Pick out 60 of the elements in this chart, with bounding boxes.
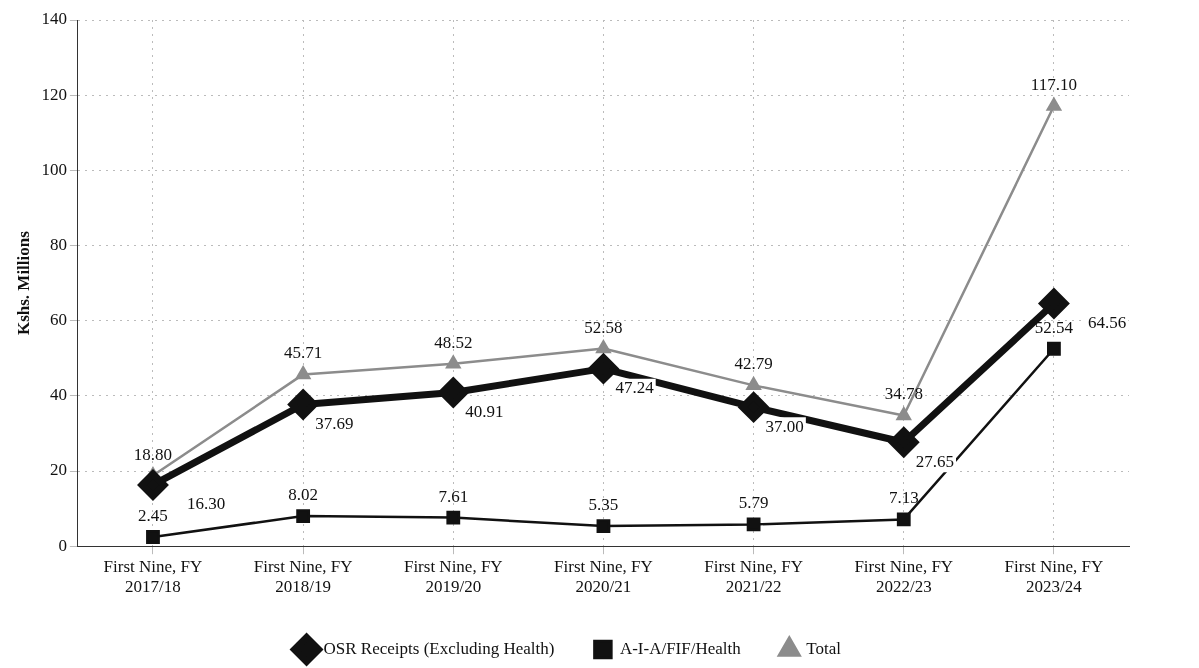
- data-label: 117.10: [1030, 75, 1077, 95]
- point: [1039, 289, 1069, 319]
- y-tick-label: 20: [49, 460, 67, 480]
- point: [596, 519, 611, 533]
- point: [588, 354, 618, 384]
- data-label: 52.58: [584, 317, 623, 337]
- data-label: 42.79: [734, 354, 773, 374]
- data-label: 40.91: [465, 401, 504, 421]
- x-tick-label: First Nine, FY 2019/20: [403, 556, 503, 597]
- data-label: 27.65: [915, 451, 955, 471]
- point: [739, 392, 769, 422]
- data-label: 37.00: [765, 416, 804, 436]
- data-label: 52.54: [1034, 317, 1074, 337]
- data-label: 64.56: [1087, 313, 1127, 333]
- point: [1046, 97, 1062, 111]
- point: [889, 427, 919, 457]
- y-tick-label: 140: [41, 9, 67, 29]
- point: [438, 377, 468, 407]
- point: [295, 366, 311, 380]
- legend-label: Total: [806, 638, 842, 658]
- point: [746, 377, 761, 391]
- data-label: 5.79: [738, 493, 769, 513]
- point: [288, 390, 318, 420]
- x-tick-label: First Nine, FY 2022/23: [854, 556, 954, 597]
- point: [146, 530, 160, 544]
- y-tick-label: 0: [58, 535, 67, 555]
- data-label: 7.61: [438, 486, 469, 506]
- x-tick-label: First Nine, FY 2017/18: [103, 556, 203, 597]
- x-tick-label: First Nine, FY 2021/22: [704, 556, 803, 597]
- x-tick-label: First Nine, FY 2018/19: [253, 556, 353, 597]
- data-label: 2.45: [138, 505, 168, 525]
- point: [138, 470, 168, 500]
- y-axis-title: Kshs. Millions: [13, 230, 33, 336]
- point: [896, 512, 911, 527]
- y-tick-label: 100: [41, 159, 67, 179]
- y-tick-label: 120: [41, 84, 67, 104]
- data-label: 8.02: [288, 485, 319, 505]
- y-tick-label: 80: [49, 234, 67, 254]
- data-label: 16.30: [186, 494, 226, 514]
- point: [446, 510, 461, 525]
- data-label: 7.13: [888, 488, 919, 508]
- legend-label: OSR Receipts (Excluding Health): [323, 638, 555, 658]
- data-label: 18.80: [133, 444, 173, 464]
- x-tick-label: First Nine, FY 2023/24: [1004, 556, 1104, 597]
- data-label: 5.35: [588, 495, 619, 515]
- point: [896, 407, 912, 421]
- point: [746, 517, 761, 532]
- y-tick-label: 40: [49, 385, 67, 405]
- point: [1047, 341, 1061, 356]
- point: [596, 340, 611, 354]
- point: [445, 355, 461, 369]
- data-label: 37.69: [315, 414, 354, 434]
- x-tick-label: First Nine, FY 2020/21: [554, 556, 653, 597]
- data-label: 45.71: [284, 343, 323, 363]
- data-label: 48.52: [434, 332, 473, 352]
- y-tick-label: 60: [49, 310, 67, 330]
- data-label: 34.78: [884, 384, 923, 404]
- point: [296, 509, 311, 523]
- legend-label: A-I-A/FIF/Health: [619, 638, 742, 658]
- data-label: 47.24: [615, 378, 655, 398]
